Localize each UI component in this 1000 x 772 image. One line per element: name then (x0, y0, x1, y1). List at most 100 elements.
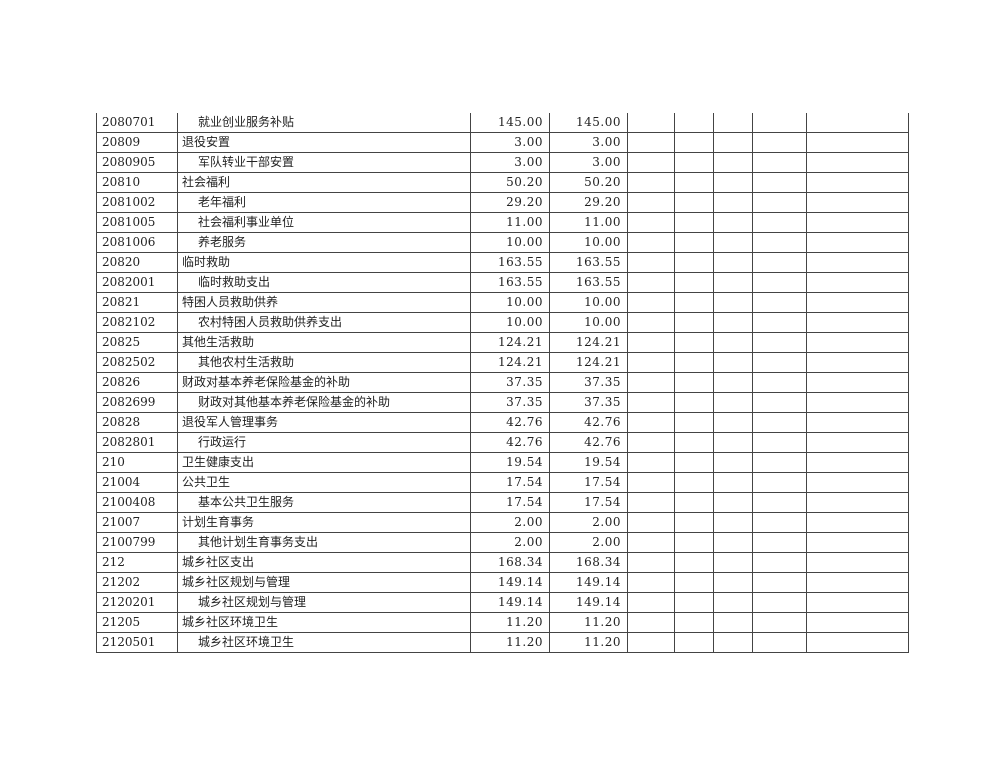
empty-cell (806, 392, 909, 413)
empty-cell (627, 372, 675, 393)
empty-cell (674, 592, 714, 613)
subject-name-cell: 农村特困人员救助供养支出 (177, 312, 471, 333)
empty-cell (806, 132, 909, 153)
table-row: 2081005 社会福利事业单位 11.00 11.00 (96, 212, 909, 233)
table-row: 20809 退役安置 3.00 3.00 (96, 132, 909, 153)
empty-cell (627, 632, 675, 653)
table-row: 20825 其他生活救助 124.21 124.21 (96, 332, 909, 353)
empty-cell (674, 512, 714, 533)
subject-name-cell: 城乡社区环境卫生 (177, 632, 471, 653)
empty-cell (713, 432, 753, 453)
empty-cell (627, 612, 675, 633)
empty-cell (752, 252, 807, 273)
empty-cell (806, 192, 909, 213)
empty-cell (627, 312, 675, 333)
empty-cell (752, 292, 807, 313)
amount-basic-cell: 2.00 (549, 512, 628, 533)
amount-total-cell: 17.54 (470, 472, 550, 493)
subject-code-cell: 212 (96, 552, 178, 573)
empty-cell (627, 132, 675, 153)
empty-cell (674, 392, 714, 413)
empty-cell (713, 372, 753, 393)
empty-cell (674, 412, 714, 433)
empty-cell (627, 272, 675, 293)
empty-cell (674, 612, 714, 633)
empty-cell (713, 472, 753, 493)
amount-total-cell: 42.76 (470, 412, 550, 433)
empty-cell (752, 152, 807, 173)
amount-basic-cell: 149.14 (549, 572, 628, 593)
amount-total-cell: 168.34 (470, 552, 550, 573)
amount-basic-cell: 10.00 (549, 232, 628, 253)
amount-total-cell: 3.00 (470, 152, 550, 173)
empty-cell (674, 232, 714, 253)
subject-code-cell: 21205 (96, 612, 178, 633)
empty-cell (713, 632, 753, 653)
empty-cell (713, 272, 753, 293)
empty-cell (806, 113, 909, 133)
table-row: 20826 财政对基本养老保险基金的补助 37.35 37.35 (96, 372, 909, 393)
table-row: 21007 计划生育事务 2.00 2.00 (96, 512, 909, 533)
subject-name-cell: 军队转业干部安置 (177, 152, 471, 173)
subject-code-cell: 2082699 (96, 392, 178, 413)
amount-total-cell: 37.35 (470, 372, 550, 393)
subject-code-cell: 20821 (96, 292, 178, 313)
subject-code-cell: 2082001 (96, 272, 178, 293)
table-body: 2080701 就业创业服务补贴 145.00 145.00 20809 退役安置 3.00… (96, 113, 909, 653)
amount-basic-cell: 11.00 (549, 212, 628, 233)
table-row: 210 卫生健康支出 19.54 19.54 (96, 452, 909, 473)
empty-cell (674, 252, 714, 273)
table-row: 21205 城乡社区环境卫生 11.20 11.20 (96, 612, 909, 633)
amount-basic-cell: 50.20 (549, 172, 628, 193)
subject-code-cell: 2082801 (96, 432, 178, 453)
table-row: 21004 公共卫生 17.54 17.54 (96, 472, 909, 493)
subject-code-cell: 2120201 (96, 592, 178, 613)
empty-cell (806, 372, 909, 393)
amount-total-cell: 11.20 (470, 612, 550, 633)
empty-cell (713, 452, 753, 473)
empty-cell (627, 452, 675, 473)
empty-cell (752, 452, 807, 473)
empty-cell (674, 312, 714, 333)
amount-basic-cell: 29.20 (549, 192, 628, 213)
amount-total-cell: 17.54 (470, 492, 550, 513)
subject-name-cell: 退役军人管理事务 (177, 412, 471, 433)
amount-total-cell: 2.00 (470, 532, 550, 553)
empty-cell (713, 232, 753, 253)
empty-cell (713, 172, 753, 193)
empty-cell (627, 292, 675, 313)
amount-total-cell: 149.14 (470, 592, 550, 613)
amount-basic-cell: 37.35 (549, 392, 628, 413)
subject-name-cell: 公共卫生 (177, 472, 471, 493)
table-row: 2100799 其他计划生育事务支出 2.00 2.00 (96, 532, 909, 553)
empty-cell (713, 332, 753, 353)
empty-cell (713, 492, 753, 513)
empty-cell (674, 172, 714, 193)
subject-name-cell: 城乡社区规划与管理 (177, 592, 471, 613)
empty-cell (752, 372, 807, 393)
table-row: 2080905 军队转业干部安置 3.00 3.00 (96, 152, 909, 173)
amount-basic-cell: 145.00 (549, 113, 628, 133)
subject-code-cell: 2081002 (96, 192, 178, 213)
empty-cell (674, 372, 714, 393)
empty-cell (674, 352, 714, 373)
subject-name-cell: 就业创业服务补贴 (177, 113, 471, 133)
empty-cell (627, 172, 675, 193)
subject-name-cell: 其他生活救助 (177, 332, 471, 353)
subject-code-cell: 21202 (96, 572, 178, 593)
empty-cell (627, 512, 675, 533)
empty-cell (713, 612, 753, 633)
empty-cell (752, 432, 807, 453)
amount-basic-cell: 17.54 (549, 492, 628, 513)
empty-cell (806, 232, 909, 253)
subject-name-cell: 财政对其他基本养老保险基金的补助 (177, 392, 471, 413)
table-row: 2120501 城乡社区环境卫生 11.20 11.20 (96, 632, 909, 653)
empty-cell (627, 472, 675, 493)
empty-cell (713, 552, 753, 573)
amount-basic-cell: 19.54 (549, 452, 628, 473)
table-row: 20810 社会福利 50.20 50.20 (96, 172, 909, 193)
amount-total-cell: 19.54 (470, 452, 550, 473)
amount-total-cell: 2.00 (470, 512, 550, 533)
table-row: 2080701 就业创业服务补贴 145.00 145.00 (96, 113, 909, 133)
amount-total-cell: 124.21 (470, 332, 550, 353)
